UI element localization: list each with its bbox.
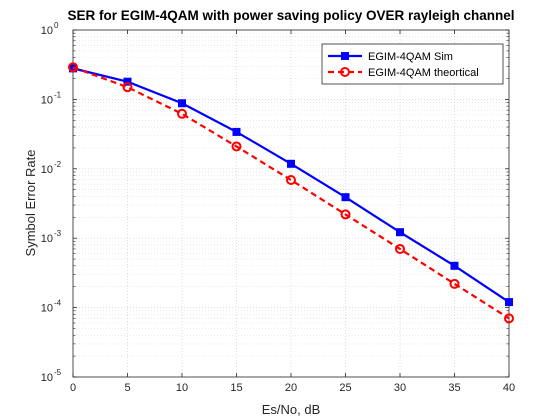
y-tick-exponent: -4	[54, 299, 62, 308]
data-point	[231, 141, 242, 152]
legend-marker	[340, 67, 350, 77]
y-tick-exponent: -3	[54, 229, 62, 238]
x-tick-label: 25	[339, 382, 351, 394]
x-tick-label: 10	[176, 382, 188, 394]
data-point	[178, 99, 186, 108]
y-tick-label: 10	[41, 164, 53, 176]
x-tick-label: 40	[503, 382, 515, 394]
data-point	[177, 108, 187, 119]
legend-label: EGIM-4QAM Sim	[368, 51, 453, 63]
y-tick-exponent: 0	[54, 21, 59, 30]
y-tick-exponent: -2	[54, 160, 62, 169]
data-point	[287, 159, 295, 168]
y-tick-label: 10	[41, 94, 53, 106]
y-tick-exponent: -1	[54, 90, 62, 99]
series-sim	[69, 64, 513, 307]
y-tick-exponent: -5	[54, 368, 62, 377]
x-tick-label: 20	[285, 382, 297, 394]
grid	[72, 29, 510, 378]
series	[68, 62, 514, 324]
x-axis-label: Es/No, dB	[262, 402, 321, 417]
x-tick-label: 30	[394, 382, 406, 394]
data-point	[505, 298, 513, 307]
data-point	[449, 278, 460, 289]
y-tick-label: 10	[41, 25, 53, 37]
legend-label: EGIM-4QAM theortical	[368, 67, 479, 79]
data-point	[395, 243, 405, 254]
legend[interactable]: EGIM-4QAM Sim EGIM-4QAM theortical	[321, 43, 504, 85]
data-point	[340, 209, 351, 220]
data-point	[68, 62, 78, 73]
x-tick-label: 0	[70, 382, 76, 394]
y-tick-label: 10	[41, 372, 53, 384]
data-point	[450, 261, 459, 270]
y-tick-label: 10	[41, 233, 53, 245]
x-tick-label: 15	[230, 382, 242, 394]
x-tick-label: 5	[124, 382, 130, 394]
data-point	[341, 193, 350, 202]
legend-marker	[341, 52, 349, 60]
y-tick-label: 10	[41, 303, 53, 315]
data-point	[286, 174, 296, 185]
x-tick-label: 35	[448, 382, 460, 394]
series-theoretical	[68, 62, 514, 324]
data-point	[123, 77, 132, 86]
tick-marks	[72, 29, 510, 378]
data-point	[396, 228, 404, 237]
data-point	[232, 127, 241, 136]
data-point	[122, 82, 133, 93]
legend-box	[321, 43, 504, 85]
y-axis-label: Symbol Error Rate	[23, 150, 38, 257]
chart-title: SER for EGIM-4QAM with power saving poli…	[67, 8, 514, 23]
data-point	[504, 313, 514, 324]
